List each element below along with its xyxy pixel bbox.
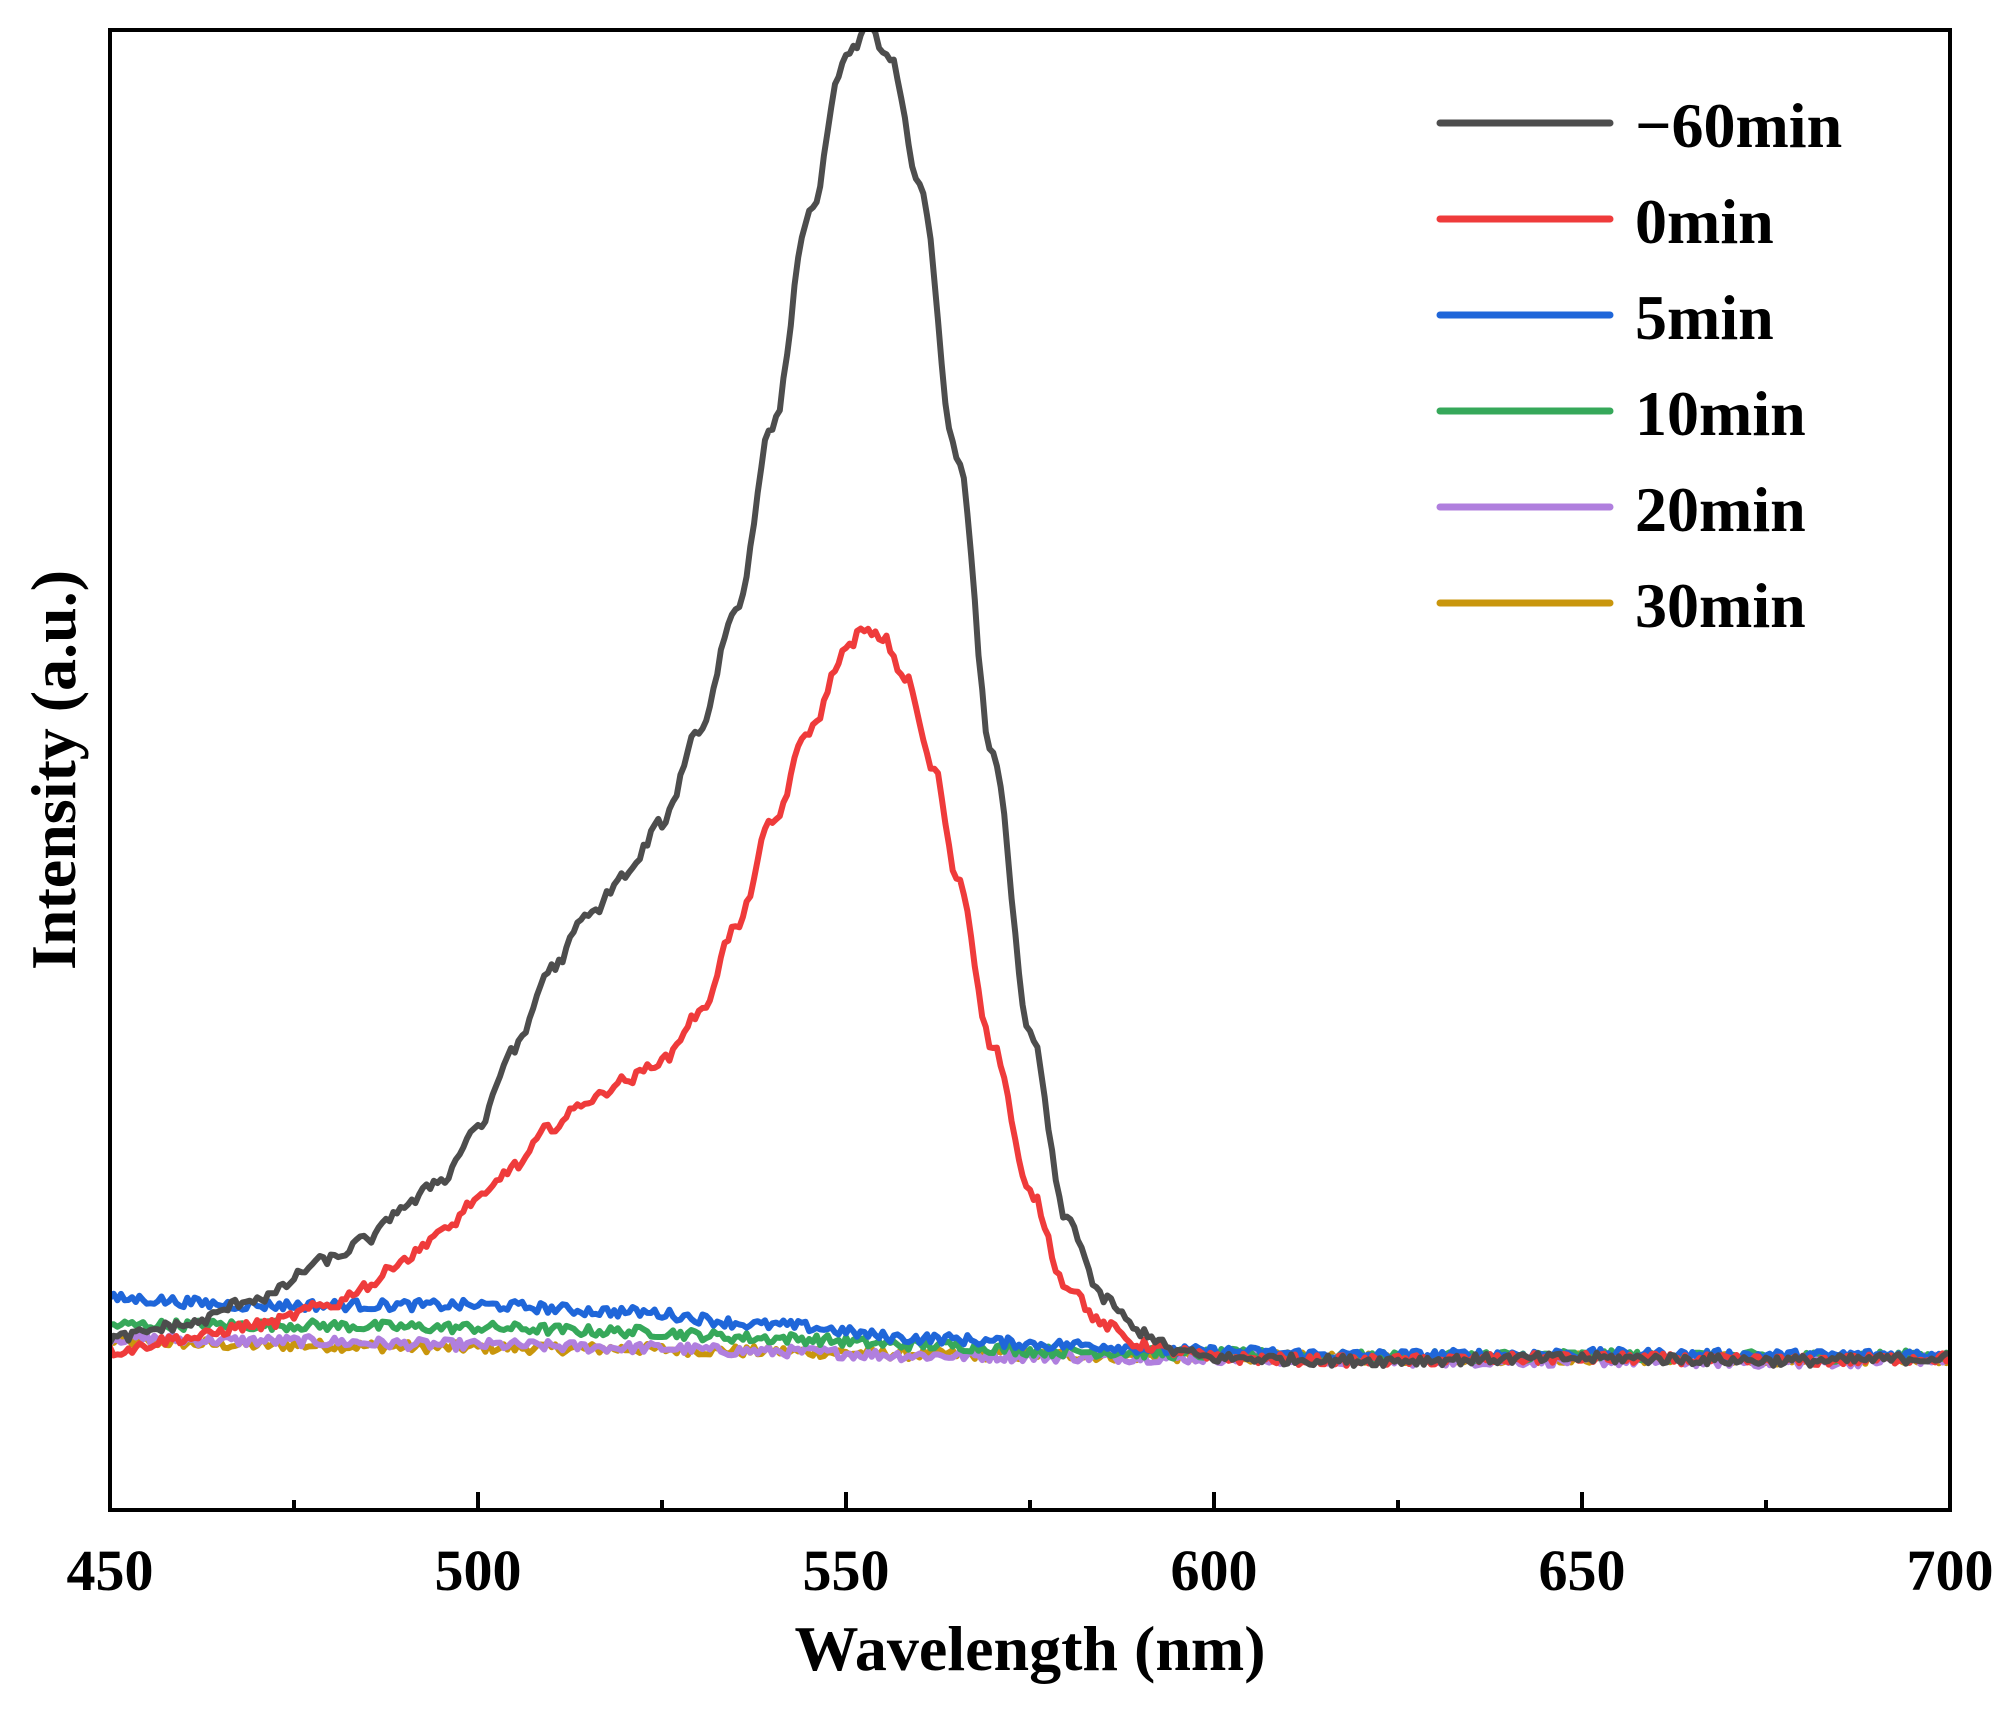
series-line-60min [110,30,1950,1369]
legend-label-20min: 20min [1635,474,1806,545]
x-tick-label: 500 [435,1538,522,1603]
legend-label-10min: 10min [1635,378,1806,449]
legend-label-30min: 30min [1635,570,1806,641]
series-line-0min [110,625,1950,1369]
legend: −60min 0min 5min 10min 20min 30min [1436,90,1842,641]
x-axis-title: Wavelength (nm) [794,1613,1265,1684]
x-tick-label: 550 [803,1538,890,1603]
x-tick-label: 450 [67,1538,154,1603]
legend-label-5min: 5min [1635,282,1774,353]
y-axis-title: Intensity (a.u.) [18,570,89,970]
x-tick-label: 700 [1907,1538,1994,1603]
legend-label-60min: −60min [1635,90,1842,161]
legend-label-0min: 0min [1635,186,1774,257]
x-tick-label: 650 [1539,1538,1626,1603]
series-layer [110,30,1950,1370]
x-axis-ticks: 450 500 550 600 650 700 [67,1492,1994,1603]
x-tick-label: 600 [1171,1538,1258,1603]
